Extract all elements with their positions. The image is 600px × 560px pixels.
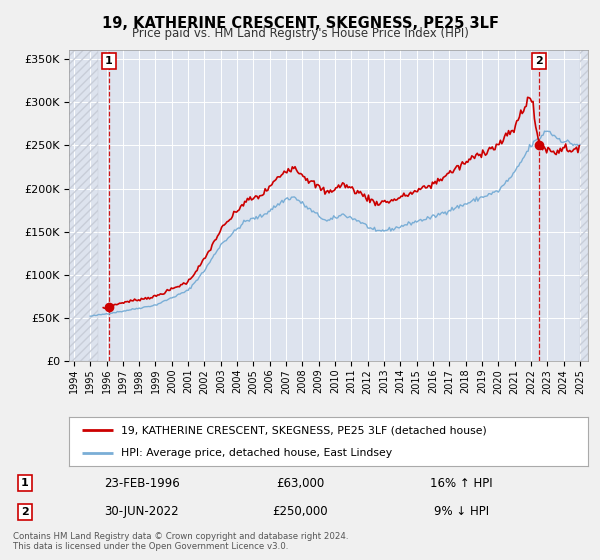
Text: 2: 2: [21, 507, 29, 517]
Text: 30-JUN-2022: 30-JUN-2022: [104, 505, 179, 518]
Text: 2: 2: [535, 56, 543, 66]
Text: 16% ↑ HPI: 16% ↑ HPI: [430, 477, 493, 489]
Text: Contains HM Land Registry data © Crown copyright and database right 2024.
This d: Contains HM Land Registry data © Crown c…: [13, 532, 349, 552]
Text: £63,000: £63,000: [276, 477, 324, 489]
Text: 19, KATHERINE CRESCENT, SKEGNESS, PE25 3LF: 19, KATHERINE CRESCENT, SKEGNESS, PE25 3…: [101, 16, 499, 31]
Text: HPI: Average price, detached house, East Lindsey: HPI: Average price, detached house, East…: [121, 448, 392, 458]
Text: 1: 1: [21, 478, 29, 488]
Text: 23-FEB-1996: 23-FEB-1996: [104, 477, 180, 489]
Text: 19, KATHERINE CRESCENT, SKEGNESS, PE25 3LF (detached house): 19, KATHERINE CRESCENT, SKEGNESS, PE25 3…: [121, 426, 487, 436]
Text: 9% ↓ HPI: 9% ↓ HPI: [434, 505, 489, 518]
Text: £250,000: £250,000: [272, 505, 328, 518]
Text: Price paid vs. HM Land Registry's House Price Index (HPI): Price paid vs. HM Land Registry's House …: [131, 27, 469, 40]
Text: 1: 1: [105, 56, 113, 66]
